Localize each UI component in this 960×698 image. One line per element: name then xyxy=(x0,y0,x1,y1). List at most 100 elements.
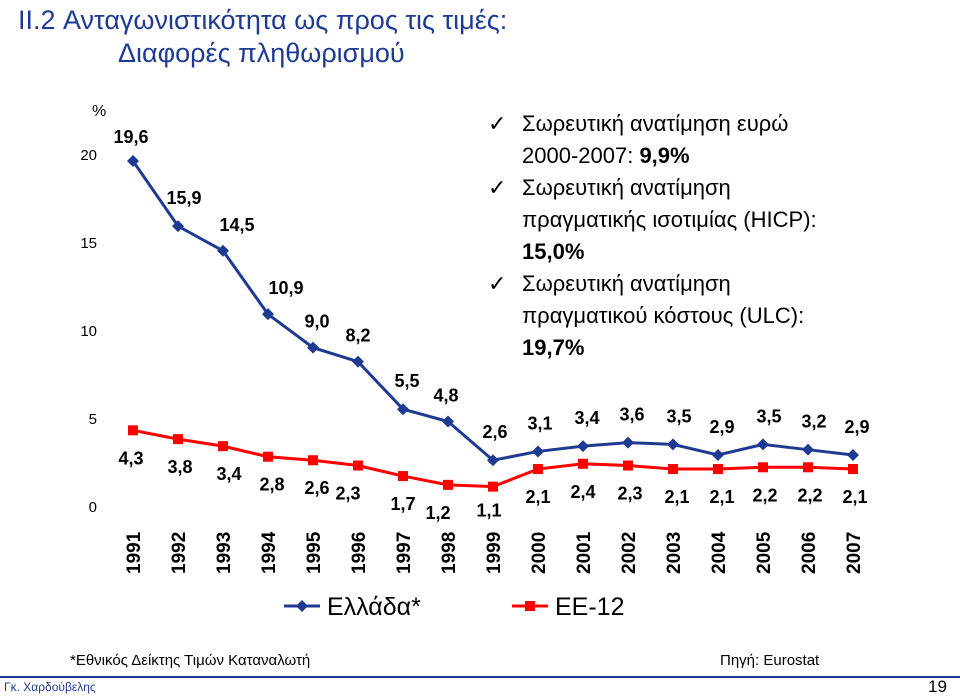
y-tick-label: 15 xyxy=(80,235,97,252)
page-number: 19 xyxy=(928,677,947,696)
data-label: 3,5 xyxy=(756,406,781,426)
check-icon: ✓ xyxy=(488,175,507,200)
data-label: 2,8 xyxy=(259,475,284,495)
x-tick-label: 1991 xyxy=(124,531,145,574)
bullet-text-line: πραγματικού κόστους (ULC): xyxy=(522,303,805,328)
data-label: 2,1 xyxy=(709,487,734,507)
data-point xyxy=(532,445,544,458)
bullet-text-line: Σωρευτική ανατίμηση ευρώ xyxy=(522,111,789,136)
data-label: 2,4 xyxy=(570,482,595,502)
data-point xyxy=(578,458,588,469)
data-point xyxy=(262,308,274,321)
data-point xyxy=(308,455,318,466)
data-point xyxy=(667,438,679,451)
data-label: 3,1 xyxy=(527,413,552,433)
data-point xyxy=(397,403,409,416)
data-label: 2,9 xyxy=(844,417,869,437)
author: Γκ. Χαρδούβελης xyxy=(4,680,96,694)
data-point xyxy=(128,425,138,436)
data-label: 2,2 xyxy=(797,485,822,505)
bullet-text-line: 2000-2007: xyxy=(522,143,640,168)
legend-marker xyxy=(525,601,535,611)
data-point xyxy=(217,244,229,257)
x-tick-label: 2007 xyxy=(844,532,865,574)
check-icon: ✓ xyxy=(488,271,507,296)
x-tick-label: 1992 xyxy=(169,532,190,574)
y-tick-label: 20 xyxy=(80,147,97,164)
divider xyxy=(0,676,960,678)
data-point xyxy=(802,443,814,456)
x-tick-label: 2000 xyxy=(529,532,550,574)
data-point xyxy=(847,448,859,461)
data-label: 3,8 xyxy=(167,457,192,477)
x-tick-label: 2004 xyxy=(709,531,730,574)
data-point xyxy=(218,441,228,452)
data-label: 8,2 xyxy=(345,326,370,346)
data-point xyxy=(443,479,453,490)
data-point xyxy=(668,464,678,475)
data-point xyxy=(533,464,543,475)
data-label: 14,5 xyxy=(219,215,254,235)
x-tick-label: 1997 xyxy=(394,532,415,574)
bullet-text-line: Σωρευτική ανατίμηση xyxy=(522,175,731,200)
legend-marker xyxy=(296,600,308,612)
data-label: 2,3 xyxy=(335,484,360,504)
bullet-value: 19,7% xyxy=(522,335,585,360)
data-label: 2,3 xyxy=(617,484,642,504)
data-point xyxy=(353,460,363,471)
inflation-chart: % 0 5 10 15 20 1991 1992 1993 1994 1995 1996 1997 199… xyxy=(80,103,869,621)
title-line-1: II.2 Ανταγωνιστικότητα ως προς τις τιμές… xyxy=(18,5,508,35)
data-label: 3,4 xyxy=(216,464,241,484)
data-point xyxy=(398,471,408,482)
data-label: 3,2 xyxy=(801,412,826,432)
data-point xyxy=(307,341,319,354)
x-tick-label: 2002 xyxy=(619,532,640,574)
x-tick-label: 1998 xyxy=(439,532,460,574)
title-line-2: Διαφορές πληθωρισμού xyxy=(118,38,405,68)
data-point xyxy=(803,462,813,473)
data-point xyxy=(263,451,273,462)
data-label: 2,1 xyxy=(525,487,550,507)
x-tick-label: 2005 xyxy=(754,531,775,574)
data-label: 5,5 xyxy=(394,371,419,391)
x-tick-label: 2006 xyxy=(799,532,820,574)
x-tick-label: 1995 xyxy=(304,531,325,574)
y-tick-label: 10 xyxy=(80,323,97,340)
check-icon: ✓ xyxy=(488,111,507,136)
data-point xyxy=(758,462,768,473)
legend-label: Ελλάδα* xyxy=(327,593,421,621)
data-label: 2,6 xyxy=(482,422,507,442)
data-label: 2,2 xyxy=(752,485,777,505)
data-point xyxy=(848,464,858,475)
data-label: 2,6 xyxy=(304,478,329,498)
bullet-item: ✓ Σωρευτική ανατίμηση πραγματικής ισοτιμ… xyxy=(488,172,928,268)
data-label: 2,9 xyxy=(709,417,734,437)
data-point xyxy=(127,155,139,168)
x-tick-label: 1999 xyxy=(484,532,505,574)
data-point xyxy=(172,220,184,233)
source-note: Πηγή: Eurostat xyxy=(720,652,820,669)
data-label: 4,3 xyxy=(118,448,143,468)
data-point xyxy=(487,454,499,467)
data-point xyxy=(173,434,183,445)
footnote: *Εθνικός Δείκτης Τιμών Καταναλωτή xyxy=(70,652,311,669)
data-point xyxy=(622,436,634,449)
x-tick-label: 1994 xyxy=(259,531,280,574)
bullet-text-line: πραγματικής ισοτιμίας (HICP): xyxy=(522,207,817,232)
data-point xyxy=(352,355,364,368)
bullet-text-line: Σωρευτική ανατίμηση xyxy=(522,271,731,296)
data-label: 2,1 xyxy=(664,487,689,507)
data-label: 15,9 xyxy=(166,188,201,208)
bullet-item: ✓ Σωρευτική ανατίμηση ευρώ 2000-2007: 9,… xyxy=(488,108,928,172)
data-point xyxy=(712,448,724,461)
data-label: 1,1 xyxy=(476,501,501,521)
data-point xyxy=(577,440,589,453)
data-point xyxy=(488,481,498,492)
data-point xyxy=(713,464,723,475)
y-axis-label: % xyxy=(92,103,106,120)
data-label: 2,1 xyxy=(842,487,867,507)
data-label: 19,6 xyxy=(113,127,148,147)
y-tick-label: 0 xyxy=(89,499,97,516)
data-point xyxy=(623,460,633,471)
x-tick-label: 2003 xyxy=(664,532,685,574)
